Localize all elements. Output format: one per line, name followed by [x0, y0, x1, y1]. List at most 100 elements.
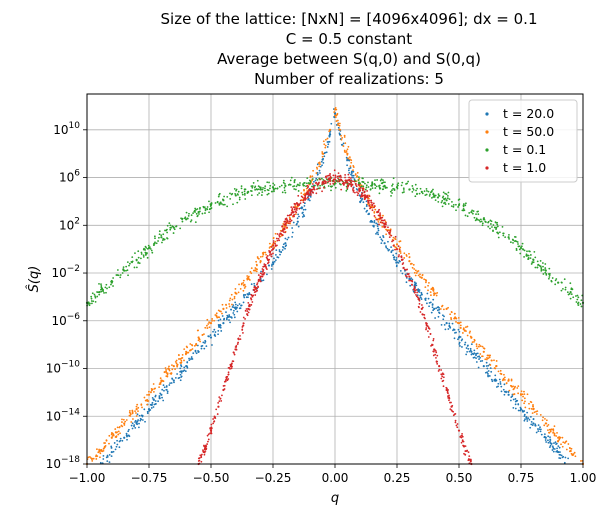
scatter-dot	[350, 172, 353, 175]
scatter-dot	[137, 406, 140, 409]
data-point	[433, 307, 436, 310]
scatter-dot	[442, 379, 445, 382]
scatter-dot	[203, 453, 206, 456]
scatter-dot	[272, 244, 275, 247]
scatter-dot	[368, 213, 370, 216]
scatter-dot	[437, 193, 440, 196]
scatter-dot	[490, 370, 493, 373]
scatter-dot	[342, 142, 345, 145]
scatter-dot	[230, 364, 233, 366]
scatter-dot	[580, 299, 583, 302]
scatter-dot	[253, 291, 256, 294]
scatter-dot	[530, 420, 533, 423]
scatter-dot	[425, 279, 428, 282]
scatter-dot	[373, 215, 376, 217]
scatter-dot	[306, 184, 309, 187]
scatter-dot	[515, 249, 518, 252]
scatter-dot	[390, 246, 393, 249]
scatter-dot	[195, 342, 198, 345]
scatter-dot	[392, 254, 395, 257]
scatter-dot	[191, 348, 194, 350]
scatter-dot	[486, 357, 488, 359]
scatter-dot	[146, 398, 149, 401]
scatter-dot	[316, 178, 319, 181]
scatter-dot	[561, 445, 564, 448]
scatter-dot	[273, 190, 275, 193]
scatter-dot	[411, 190, 414, 193]
scatter-dot	[200, 347, 203, 350]
scatter-dot	[206, 434, 209, 437]
scatter-dot	[440, 369, 443, 371]
scatter-dot	[428, 305, 430, 308]
scatter-dot	[221, 303, 224, 306]
scatter-dot	[164, 367, 167, 369]
scatter-dot	[270, 246, 273, 248]
scatter-dot	[411, 283, 413, 286]
scatter-dot	[365, 210, 368, 213]
scatter-dot	[158, 233, 161, 236]
scatter-dot	[487, 225, 490, 228]
scatter-dot	[227, 366, 230, 369]
scatter-dot	[493, 359, 495, 362]
scatter-dot	[520, 390, 523, 393]
scatter-dot	[432, 192, 435, 195]
scatter-dot	[327, 178, 330, 181]
scatter-dot	[462, 444, 464, 447]
scatter-dot	[509, 384, 512, 387]
scatter-dot	[322, 140, 325, 143]
scatter-dot	[570, 293, 573, 296]
scatter-dot	[183, 359, 185, 362]
scatter-dot	[150, 407, 153, 409]
scatter-dot	[161, 379, 164, 382]
scatter-dot	[196, 344, 199, 347]
scatter-dot	[539, 428, 542, 431]
scatter-dot	[239, 287, 242, 290]
scatter-dot	[155, 402, 157, 405]
scatter-dot	[373, 221, 376, 224]
scatter-dot	[431, 344, 434, 347]
scatter-dot	[390, 234, 393, 237]
scatter-dot	[569, 447, 571, 450]
scatter-dot	[251, 301, 254, 303]
scatter-dot	[426, 292, 429, 295]
scatter-dot	[221, 315, 224, 317]
scatter-dot	[430, 294, 432, 297]
scatter-dot	[151, 388, 154, 391]
scatter-dot	[185, 211, 188, 214]
scatter-dot	[294, 213, 297, 216]
scatter-dot	[244, 285, 247, 288]
scatter-dot	[580, 305, 583, 308]
scatter-dot	[382, 179, 384, 182]
y-tick-base: 10	[46, 362, 61, 376]
scatter-dot	[210, 423, 213, 426]
scatter-dot	[440, 201, 443, 204]
scatter-dot	[270, 253, 273, 256]
scatter-dot	[151, 396, 154, 399]
scatter-dot	[232, 304, 235, 307]
data-point	[328, 128, 332, 131]
scatter-dot	[448, 394, 450, 397]
scatter-dot	[266, 193, 269, 196]
scatter-dot	[540, 433, 543, 436]
scatter-dot	[172, 225, 175, 228]
scatter-dot	[414, 195, 417, 198]
scatter-dot	[272, 240, 275, 242]
scatter-dot	[234, 292, 237, 295]
scatter-dot	[263, 271, 266, 274]
scatter-dot	[448, 198, 451, 201]
y-tick-base: 10	[46, 409, 61, 423]
scatter-dot	[409, 284, 412, 287]
scatter-dot	[577, 296, 580, 299]
scatter-dot	[210, 431, 213, 433]
scatter-dot	[206, 324, 208, 327]
scatter-dot	[328, 130, 331, 133]
scatter-dot	[257, 274, 260, 276]
scatter-dot	[146, 247, 149, 250]
scatter-dot	[542, 416, 544, 419]
scatter-dot	[293, 185, 296, 187]
scatter-dot	[91, 292, 94, 295]
scatter-dot	[577, 302, 579, 305]
scatter-dot	[431, 286, 434, 289]
scatter-dot	[297, 194, 300, 197]
data-point	[420, 293, 423, 296]
